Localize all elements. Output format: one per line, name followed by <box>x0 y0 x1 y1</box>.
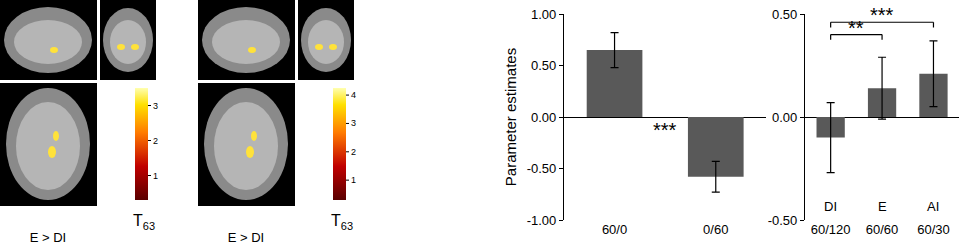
svg-text:T63: T63 <box>331 212 353 232</box>
svg-text:3: 3 <box>351 118 356 128</box>
svg-text:4: 4 <box>351 90 356 100</box>
svg-text:60/60: 60/60 <box>866 222 899 237</box>
svg-text:1: 1 <box>351 175 356 185</box>
svg-text:60/0: 60/0 <box>602 222 627 237</box>
svg-text:E: E <box>878 199 887 214</box>
svg-text:AI: AI <box>927 199 939 214</box>
svg-text:**: ** <box>848 17 864 39</box>
svg-text:60/30: 60/30 <box>917 222 950 237</box>
svg-text:0.50: 0.50 <box>772 7 797 22</box>
svg-text:1: 1 <box>153 171 158 181</box>
svg-text:1.00: 1.00 <box>531 7 556 22</box>
svg-text:T63: T63 <box>133 212 155 232</box>
svg-text:E > DI: E > DI <box>228 230 265 245</box>
svg-text:***: *** <box>653 119 677 141</box>
svg-text:Parameter estimates: Parameter estimates <box>502 48 519 186</box>
svg-text:***: *** <box>870 4 894 26</box>
svg-text:0/60: 0/60 <box>703 222 728 237</box>
svg-text:2: 2 <box>351 147 356 157</box>
svg-text:0.50: 0.50 <box>531 58 556 73</box>
svg-text:E > DI: E > DI <box>30 230 67 245</box>
svg-text:-1.00: -1.00 <box>527 213 557 228</box>
svg-text:DI: DI <box>824 199 837 214</box>
svg-text:60/120: 60/120 <box>811 222 851 237</box>
svg-text:3: 3 <box>153 101 158 111</box>
svg-text:-0.50: -0.50 <box>768 213 798 228</box>
svg-text:2: 2 <box>153 136 158 146</box>
svg-text:0.00: 0.00 <box>772 110 797 125</box>
svg-text:0.00: 0.00 <box>531 110 556 125</box>
svg-text:-0.50: -0.50 <box>527 161 557 176</box>
